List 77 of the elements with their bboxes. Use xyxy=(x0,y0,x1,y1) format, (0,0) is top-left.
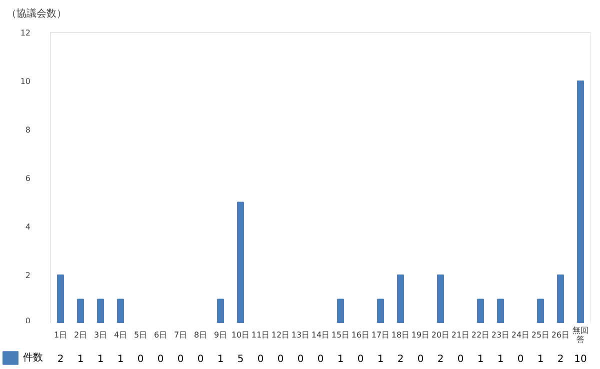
data-label: 1 xyxy=(77,354,84,365)
x-tick-label: 5日 xyxy=(134,330,148,340)
x-tick-label: 20日 xyxy=(431,330,450,340)
x-tick-label: 無回答 xyxy=(572,326,588,344)
x-tick-label: 26日 xyxy=(551,330,570,340)
data-label: 2 xyxy=(57,354,64,365)
data-label: 0 xyxy=(457,354,464,365)
bar xyxy=(77,298,84,323)
bar xyxy=(537,298,544,323)
data-label: 0 xyxy=(277,354,284,365)
bar xyxy=(377,298,384,323)
bar xyxy=(397,274,404,323)
data-label: 1 xyxy=(337,354,344,365)
x-tick-label: 3日 xyxy=(94,330,108,340)
x-tick-label: 1日 xyxy=(54,330,68,340)
x-tick-label: 2日 xyxy=(74,330,88,340)
y-tick-label: 6 xyxy=(25,174,31,183)
x-tick-label: 25日 xyxy=(531,330,550,340)
data-label: 0 xyxy=(177,354,184,365)
bar xyxy=(437,274,444,323)
data-label: 0 xyxy=(517,354,524,365)
x-tick-label: 18日 xyxy=(391,330,410,340)
y-axis-title: （協議会数） xyxy=(6,8,66,20)
bar xyxy=(337,298,344,323)
bar xyxy=(557,274,564,323)
data-label: 1 xyxy=(497,354,504,365)
data-label: 0 xyxy=(317,354,324,365)
data-label: 0 xyxy=(417,354,424,365)
x-tick-label: 15日 xyxy=(331,330,350,340)
bar xyxy=(57,274,64,323)
x-tick-label: 10日 xyxy=(231,330,250,340)
bar xyxy=(477,298,484,323)
y-tick-label: 2 xyxy=(25,271,31,280)
y-tick-label: 4 xyxy=(25,222,31,232)
bar xyxy=(217,298,224,323)
x-tick-label: 21日 xyxy=(451,330,470,340)
x-tick-label: 23日 xyxy=(491,330,510,340)
data-label: 5 xyxy=(237,354,244,365)
x-tick-label: 7日 xyxy=(174,330,188,340)
data-label: 1 xyxy=(377,354,384,365)
data-label: 1 xyxy=(217,354,224,365)
bar xyxy=(97,298,104,323)
data-label: 0 xyxy=(197,354,204,365)
data-label: 0 xyxy=(157,354,164,365)
x-tick-label: 24日 xyxy=(511,330,530,340)
data-label: 2 xyxy=(397,354,404,365)
x-tick-label: 16日 xyxy=(351,330,370,340)
y-tick-label: 10 xyxy=(20,77,31,86)
bar xyxy=(497,298,504,323)
x-tick-label: 13日 xyxy=(291,330,310,340)
legend-label: 件数 xyxy=(23,352,43,364)
x-tick-label: 22日 xyxy=(471,330,490,340)
x-tick-label: 11日 xyxy=(251,330,270,340)
bar xyxy=(117,298,124,323)
data-label: 1 xyxy=(477,354,484,365)
data-label: 0 xyxy=(357,354,364,365)
data-label: 2 xyxy=(557,354,564,365)
bar xyxy=(237,202,244,323)
data-label: 10 xyxy=(574,354,587,365)
x-tick-label: 14日 xyxy=(311,330,330,340)
data-label: 0 xyxy=(137,354,144,365)
bar xyxy=(577,80,584,323)
x-tick-label: 12日 xyxy=(271,330,290,340)
data-label: 1 xyxy=(117,354,124,365)
x-tick-label: 4日 xyxy=(114,330,128,340)
x-tick-label: 6日 xyxy=(154,330,168,340)
x-tick-label: 17日 xyxy=(371,330,390,340)
y-tick-label: 8 xyxy=(25,126,31,134)
x-tick-label: 19日 xyxy=(411,330,430,340)
x-tick-label: 8日 xyxy=(194,330,208,340)
y-tick-label: 12 xyxy=(20,28,31,38)
data-label: 1 xyxy=(97,354,104,365)
x-tick-label: 9日 xyxy=(214,330,228,340)
data-label: 1 xyxy=(537,354,544,365)
data-label: 0 xyxy=(257,354,264,365)
data-label: 0 xyxy=(297,354,304,365)
data-label: 2 xyxy=(437,354,444,365)
